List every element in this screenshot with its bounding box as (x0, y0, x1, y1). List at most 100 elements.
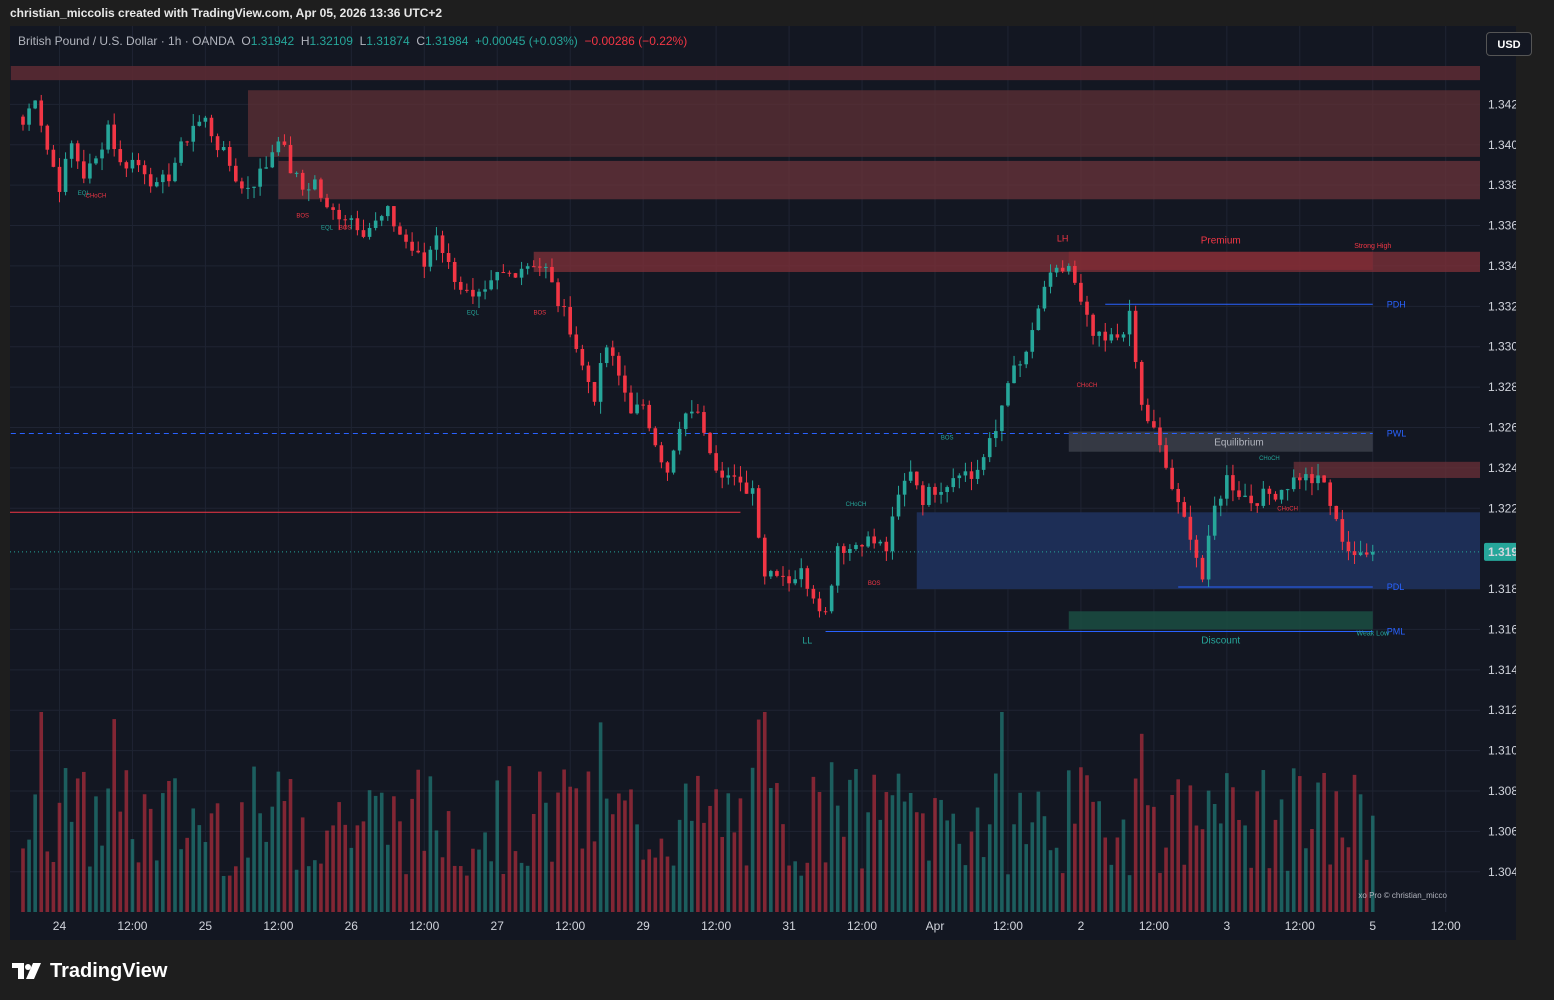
volume-bar (465, 875, 469, 912)
volume-bar (835, 805, 840, 912)
candle-body (519, 268, 524, 278)
candle-body (1158, 427, 1162, 446)
volume-bar (538, 771, 542, 912)
candle-body (762, 537, 767, 577)
volume-bar (531, 813, 536, 912)
volume-bar (890, 795, 895, 912)
level-label-pwl: PWL (1387, 429, 1407, 439)
volume-bar (446, 811, 451, 912)
candle-body (878, 541, 883, 544)
volume-bar (1188, 785, 1193, 912)
high-value: 1.32109 (309, 34, 353, 48)
level-label-pml: PML (1387, 626, 1406, 636)
volume-bar (1316, 782, 1320, 912)
volume-bar (185, 837, 189, 912)
close-value: 1.31984 (424, 34, 469, 48)
x-tick-label: 12:00 (847, 919, 877, 933)
volume-bar (1267, 868, 1272, 912)
candle-body (507, 272, 512, 274)
x-tick-label: 24 (53, 919, 67, 933)
candle-body (1164, 445, 1168, 468)
volume-bar (1225, 773, 1229, 912)
candle-body (294, 172, 299, 174)
candle-body (1298, 477, 1302, 481)
volume-bar (1291, 768, 1296, 912)
candle-body (276, 141, 281, 153)
volume-bar (1310, 829, 1314, 912)
volume-bar (1000, 712, 1004, 912)
currency-button[interactable]: USD (1486, 32, 1532, 56)
candle-body (653, 428, 658, 446)
candle-body (428, 249, 433, 267)
candle-body (489, 280, 493, 290)
candle-body (191, 125, 196, 142)
volume-bar (677, 819, 682, 912)
volume-bar (63, 768, 68, 912)
candle-body (884, 541, 889, 552)
volume-bar (732, 832, 737, 912)
candle-body (994, 431, 998, 439)
volume-bar (1012, 824, 1016, 912)
volume-bar (647, 849, 652, 912)
weak-low-label: Weak Low (1356, 630, 1389, 637)
candle-body (379, 216, 384, 221)
candle-body (1340, 519, 1345, 542)
candle-body (592, 381, 597, 402)
volume-bar (896, 773, 901, 912)
candle-body (392, 206, 396, 227)
volume-bar (501, 874, 506, 912)
candle-body (854, 544, 858, 550)
volume-bar (1200, 829, 1205, 912)
eql-label: EQL (78, 191, 91, 197)
y-tick-label: 1.33000 (1488, 340, 1516, 354)
volume-bar (94, 796, 98, 912)
chart-panel[interactable]: PDH PWL PDL PML Premium Equilibrium Discount S… (10, 26, 1516, 940)
volume-bar (1054, 847, 1059, 912)
candle-body (1146, 404, 1150, 422)
equilibrium-zone (1068, 431, 1373, 452)
volume-bar (1340, 837, 1345, 912)
volume-bar (1231, 787, 1235, 912)
volume-bar (282, 801, 287, 912)
candle-body (860, 544, 864, 547)
volume-bars (21, 712, 1375, 912)
candle-body (1322, 475, 1326, 483)
candle-body (21, 116, 25, 125)
volume-bar (1237, 819, 1241, 912)
candle-body (908, 471, 913, 481)
price-chart[interactable]: PDH PWL PDL PML Premium Equilibrium Discount S… (10, 26, 1516, 940)
y-tick-label: 1.30800 (1488, 784, 1516, 798)
candle-body (1206, 535, 1211, 580)
symbol-name[interactable]: British Pound / U.S. Dollar · 1h · OANDA (18, 34, 235, 48)
volume-bar (386, 844, 390, 912)
volume-bar (1103, 837, 1108, 912)
volume-bar (854, 769, 858, 912)
volume-bar (817, 792, 822, 912)
volume-bar (921, 813, 925, 912)
candle-body (641, 404, 645, 406)
candle-body (586, 365, 591, 382)
candle-body (696, 411, 700, 413)
candle-body (452, 262, 457, 282)
candle-body (580, 348, 585, 366)
volume-bar (325, 830, 329, 912)
volume-bar (452, 865, 457, 912)
volume-bar (319, 863, 323, 912)
candle-body (373, 220, 378, 228)
volume-bar (1364, 859, 1369, 912)
volume-bar (665, 856, 670, 912)
volume-bar (1304, 848, 1308, 912)
candle-body (665, 462, 670, 473)
candle-body (538, 266, 542, 268)
candle-body (750, 488, 755, 494)
volume-bar (969, 831, 974, 912)
candle-body (981, 457, 986, 470)
volume-bar (51, 862, 56, 912)
volume-bar (1042, 816, 1047, 912)
candle-body (1273, 493, 1278, 500)
candle-body (799, 568, 804, 580)
volume-bar (1243, 825, 1247, 912)
volume-bar (1218, 823, 1223, 912)
candle-body (708, 432, 712, 454)
y-tick-label: 1.34200 (1488, 97, 1516, 111)
